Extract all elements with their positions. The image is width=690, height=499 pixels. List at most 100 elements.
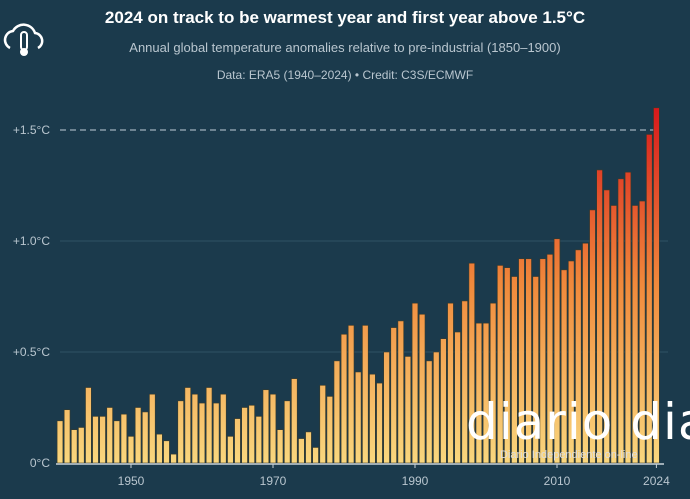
bar-1953 xyxy=(149,393,156,464)
watermark-tagline: Diario Independiente on-line xyxy=(500,449,638,461)
bar-1947 xyxy=(106,407,113,464)
bar-2012 xyxy=(567,260,575,464)
bar-2007 xyxy=(532,276,539,464)
bar-1973 xyxy=(291,378,298,464)
bar-1995 xyxy=(447,302,454,464)
bar-1967 xyxy=(248,404,255,464)
bar-2017 xyxy=(603,189,610,464)
y-tick-label: +1.5°C xyxy=(13,123,50,137)
bar-1950 xyxy=(127,436,135,464)
bar-1943 xyxy=(78,427,85,464)
x-tick-label: 2010 xyxy=(544,474,571,488)
bar-1991 xyxy=(418,313,426,464)
bar-1977 xyxy=(319,384,326,464)
bar-1949 xyxy=(120,413,128,464)
bar-1960 xyxy=(198,402,206,464)
bar-1955 xyxy=(163,440,170,464)
bar-1971 xyxy=(276,429,284,464)
bar-1956 xyxy=(170,453,177,464)
bar-1963 xyxy=(220,393,227,464)
bar-1942 xyxy=(71,429,78,464)
bar-1981 xyxy=(347,325,355,464)
bar-1994 xyxy=(440,338,447,464)
bar-2002 xyxy=(496,265,504,464)
bar-1965 xyxy=(234,418,241,464)
bar-1944 xyxy=(85,387,92,464)
x-tick-label: 1970 xyxy=(260,474,287,488)
bar-1962 xyxy=(213,402,220,464)
bar-1957 xyxy=(177,400,184,464)
bar-1999 xyxy=(475,322,483,464)
bar-1951 xyxy=(134,407,142,464)
chart-subtitle: Annual global temperature anomalies rela… xyxy=(129,40,561,55)
bar-1983 xyxy=(362,325,369,464)
bar-1992 xyxy=(425,360,433,464)
bar-2020 xyxy=(624,171,632,464)
bar-1987 xyxy=(390,327,397,464)
x-tick-label: 1990 xyxy=(402,474,429,488)
bar-1996 xyxy=(454,331,461,464)
bar-1952 xyxy=(142,411,149,464)
bar-1989 xyxy=(404,356,412,464)
bar-1961 xyxy=(205,387,213,464)
bar-2014 xyxy=(582,242,589,464)
bar-2000 xyxy=(482,322,490,464)
bar-1990 xyxy=(411,302,419,464)
x-tick-label: 2024 xyxy=(643,474,670,488)
bar-2004 xyxy=(511,276,518,464)
bar-1959 xyxy=(191,393,199,464)
y-tick-label: +0.5°C xyxy=(13,345,50,359)
y-tick-label: 0°C xyxy=(30,456,50,470)
bar-1988 xyxy=(397,320,404,464)
bar-1997 xyxy=(461,300,468,464)
bar-1980 xyxy=(340,333,348,464)
bar-1969 xyxy=(262,389,270,464)
cloud-thermometer-icon xyxy=(3,23,44,56)
bar-1958 xyxy=(184,387,191,464)
x-tick-label: 1950 xyxy=(118,474,145,488)
bar-1985 xyxy=(376,382,383,464)
bar-2013 xyxy=(575,249,582,464)
bar-1966 xyxy=(241,407,248,464)
bar-2021 xyxy=(631,205,639,464)
bar-1964 xyxy=(227,436,234,464)
bar-2023 xyxy=(646,134,653,464)
bar-2016 xyxy=(596,169,603,464)
bar-2003 xyxy=(504,267,511,464)
bar-1946 xyxy=(99,416,106,464)
bar-1945 xyxy=(92,416,99,464)
bar-2018 xyxy=(610,205,618,464)
bar-2022 xyxy=(638,200,646,464)
bar-2015 xyxy=(589,209,596,464)
bar-2011 xyxy=(560,269,568,464)
bar-2010 xyxy=(553,238,561,464)
bar-1982 xyxy=(354,371,362,464)
bar-1978 xyxy=(326,396,333,464)
bar-2001 xyxy=(489,302,497,464)
bar-2009 xyxy=(546,254,554,464)
bar-2006 xyxy=(525,258,532,464)
bar-1968 xyxy=(255,416,262,464)
bar-1972 xyxy=(283,400,291,464)
bar-1975 xyxy=(305,431,312,464)
chart-source: Data: ERA5 (1940–2024) • Credit: C3S/ECM… xyxy=(216,68,474,82)
bar-1979 xyxy=(333,360,341,464)
bar-1970 xyxy=(269,393,277,464)
bar-2005 xyxy=(518,258,525,464)
bar-1993 xyxy=(433,351,440,464)
bar-1941 xyxy=(63,409,71,464)
chart-title: 2024 on track to be warmest year and fir… xyxy=(104,8,586,27)
bar-2019 xyxy=(617,178,625,464)
bar-1998 xyxy=(468,262,475,464)
bar-1948 xyxy=(113,420,121,464)
watermark-logo: diario dia xyxy=(466,393,690,451)
bar-1974 xyxy=(298,438,305,464)
bar-1984 xyxy=(369,373,376,464)
bar-2024 xyxy=(653,107,660,464)
bar-1954 xyxy=(156,433,163,464)
y-tick-label: +1.0°C xyxy=(13,234,50,248)
bar-1976 xyxy=(312,447,319,464)
bar-1940 xyxy=(56,420,64,464)
bar-2008 xyxy=(539,258,547,464)
